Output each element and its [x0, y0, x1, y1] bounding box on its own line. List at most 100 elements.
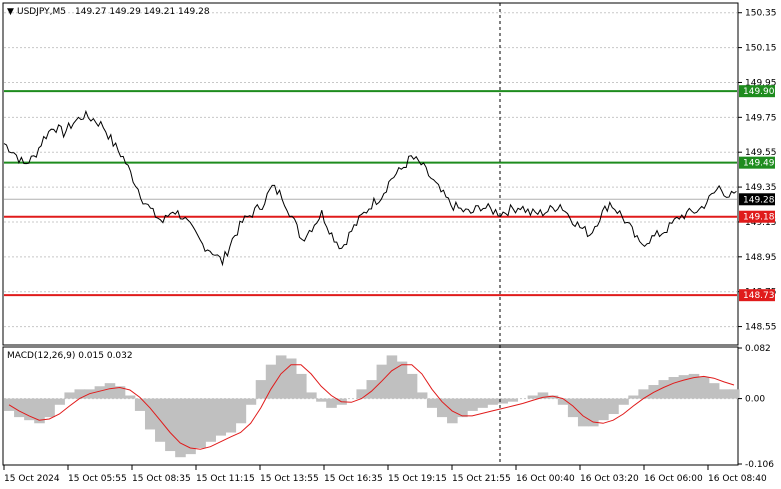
- price-tick-label: 149.35: [745, 183, 777, 193]
- macd-bar: [426, 398, 438, 408]
- time-tick-label: 15 Oct 13:55: [260, 474, 319, 484]
- price-tick-label: 149.95: [745, 78, 777, 88]
- macd-bar: [688, 373, 700, 399]
- macd-bar: [416, 392, 428, 399]
- macd-bar: [608, 398, 619, 415]
- macd-bar: [366, 380, 378, 399]
- price-panel[interactable]: [2, 2, 739, 346]
- macd-bar: [457, 398, 468, 418]
- macd-panel[interactable]: [2, 346, 739, 466]
- macd-bar: [396, 361, 408, 399]
- dropdown-arrow-icon[interactable]: ▼: [7, 7, 14, 17]
- macd-bar: [316, 398, 327, 402]
- macd-bar: [628, 395, 639, 399]
- macd-bar: [54, 398, 65, 405]
- macd-bar: [406, 373, 418, 399]
- time-tick-label: 15 Oct 19:15: [388, 474, 447, 484]
- macd-bar: [527, 395, 539, 399]
- symbol-label: USDJPY,M5: [17, 7, 66, 17]
- macd-bar: [467, 398, 478, 411]
- macd-bar: [678, 375, 690, 399]
- macd-bar: [124, 395, 136, 399]
- macd-bar: [306, 392, 317, 399]
- level-label-149.49: 149.49: [743, 159, 775, 169]
- time-axis: 15 Oct 2024 15 Oct 05:55 15 Oct 08:35 15 Oc…: [3, 465, 767, 484]
- macd-bar: [285, 358, 297, 399]
- macd-bar: [245, 398, 257, 405]
- price-tick-label: 150.35: [745, 9, 777, 19]
- macd-bar: [185, 398, 196, 455]
- macd-bar: [296, 373, 307, 399]
- macd-bar: [255, 380, 267, 399]
- price-tick-label: 149.75: [745, 113, 777, 123]
- macd-tick-label: -0.106: [745, 460, 774, 470]
- time-tick-label: 16 Oct 00:40: [516, 474, 575, 484]
- macd-bar: [386, 355, 398, 399]
- macd-signal-line: [8, 364, 735, 450]
- macd-bar: [24, 398, 35, 421]
- time-tick-label: 15 Oct 05:55: [68, 474, 127, 484]
- macd-bar: [175, 398, 186, 458]
- current-price-box: [739, 193, 775, 206]
- price-tick-label: 148.55: [745, 323, 777, 333]
- price-axis: 150.35150.15149.95149.75149.55149.35149.…: [738, 9, 777, 333]
- time-tick-label: 15 Oct 21:55: [452, 474, 511, 484]
- ohlc-values: 149.27 149.29 149.21 149.28: [75, 7, 210, 17]
- macd-bar: [94, 386, 106, 399]
- macd-bar: [144, 398, 156, 430]
- macd-bar: [577, 398, 589, 427]
- level-label-149.18: 149.18: [743, 213, 775, 223]
- macd-axis: 0.082 0.00 -0.106: [738, 344, 774, 470]
- macd-bar: [698, 377, 710, 399]
- time-tick-label: 15 Oct 2024: [4, 474, 60, 484]
- price-tick-label: 149.55: [745, 148, 777, 158]
- price-tick-label: 150.15: [745, 44, 777, 54]
- level-labels: 149.90 149.49 149.18 148.73 149.28: [739, 85, 775, 302]
- macd-bar: [205, 398, 216, 442]
- current-price-label: 149.28: [743, 195, 775, 205]
- macd-tick-label: 0.082: [745, 344, 771, 354]
- time-tick-label: 16 Oct 08:40: [708, 474, 767, 484]
- macd-bar: [134, 398, 146, 411]
- macd-bar: [64, 392, 75, 399]
- macd-bar: [718, 389, 730, 399]
- macd-bar: [668, 377, 680, 399]
- macd-bar: [497, 398, 508, 404]
- level-label-149.90: 149.90: [743, 87, 775, 97]
- macd-bar: [104, 383, 116, 399]
- macd-bar: [356, 389, 367, 399]
- price-tick-label: 148.95: [745, 253, 777, 263]
- macd-bar: [487, 398, 498, 405]
- macd-bar: [235, 398, 247, 424]
- macd-bar: [74, 389, 86, 399]
- level-lines: [4, 90, 737, 297]
- macd-bar: [215, 398, 227, 436]
- macd-bar: [547, 395, 559, 399]
- macd-bar: [557, 398, 569, 405]
- macd-bar: [265, 364, 277, 399]
- macd-bar: [326, 398, 337, 408]
- macd-bar: [567, 398, 579, 418]
- macd-bar: [537, 392, 549, 399]
- price-series-line: [3, 109, 737, 267]
- macd-bar: [588, 398, 599, 427]
- macd-bar: [165, 398, 176, 452]
- macd-tick-label: 0.00: [745, 395, 765, 405]
- macd-bar: [436, 398, 448, 418]
- level-label-box: [739, 289, 775, 302]
- time-tick-label: 15 Oct 11:15: [196, 474, 255, 484]
- time-tick-label: 16 Oct 06:00: [644, 474, 703, 484]
- macd-bar: [225, 398, 237, 433]
- macd-bar: [195, 398, 206, 448]
- time-tick-label: 15 Oct 16:35: [324, 474, 383, 484]
- level-label-box: [739, 210, 775, 223]
- macd-bar: [477, 398, 488, 408]
- level-label-box: [739, 156, 775, 169]
- macd-bar: [658, 380, 670, 399]
- time-tick-label: 16 Oct 03:20: [580, 474, 639, 484]
- level-label-148.73: 148.73: [743, 291, 775, 301]
- macd-bar: [598, 398, 609, 421]
- macd-bar: [638, 389, 649, 399]
- macd-bar: [44, 398, 55, 418]
